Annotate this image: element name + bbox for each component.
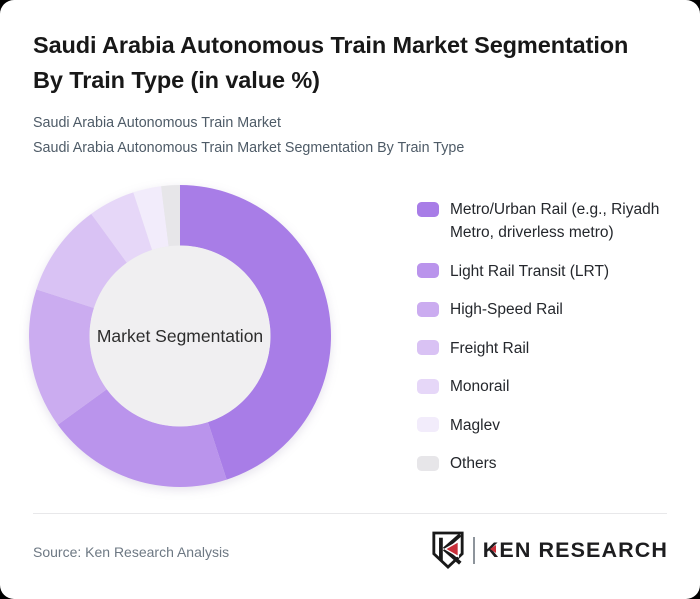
donut-chart bbox=[29, 185, 331, 487]
legend: Metro/Urban Rail (e.g., Riyadh Metro, dr… bbox=[417, 198, 677, 475]
donut-segment[interactable] bbox=[133, 186, 169, 250]
donut-segment[interactable] bbox=[57, 389, 227, 487]
subtitle-line-2: Saudi Arabia Autonomous Train Market Seg… bbox=[33, 140, 465, 156]
page-title: Saudi Arabia Autonomous Train Market Seg… bbox=[33, 28, 683, 97]
legend-swatch bbox=[417, 263, 439, 278]
legend-label: High-Speed Rail bbox=[450, 301, 563, 318]
legend-swatch bbox=[417, 455, 439, 471]
legend-label: Others bbox=[450, 455, 497, 472]
logo-text-wrap: KEN RESEARCH bbox=[483, 538, 668, 563]
donut-segment[interactable] bbox=[161, 185, 180, 247]
ken-research-logo: KEN RESEARCH bbox=[431, 530, 668, 570]
donut-chart-container: Market Segmentation bbox=[29, 185, 331, 487]
donut-segment[interactable] bbox=[29, 289, 107, 425]
legend-label: Freight Rail bbox=[450, 339, 530, 357]
logo-divider bbox=[472, 536, 475, 564]
legend-label: Maglev bbox=[450, 416, 500, 434]
page-title-line-2: By Train Type (in value %) bbox=[33, 66, 320, 93]
legend-swatch bbox=[417, 301, 439, 317]
legend-label: Light Rail Transit (LRT) bbox=[450, 262, 610, 280]
legend-label: Metro/Urban Rail (e.g., Riyadh Metro, dr… bbox=[450, 201, 660, 241]
legend-swatch bbox=[417, 378, 439, 394]
legend-swatch bbox=[417, 201, 439, 217]
footer-divider bbox=[33, 513, 667, 514]
subtitle-line-1: Saudi Arabia Autonomous Train Market bbox=[33, 115, 281, 131]
legend-item[interactable]: High-Speed Rail bbox=[417, 298, 677, 321]
donut-segment[interactable] bbox=[91, 192, 153, 263]
donut-segment[interactable] bbox=[180, 185, 331, 480]
donut-segment[interactable] bbox=[36, 213, 127, 309]
legend-item[interactable]: Metro/Urban Rail (e.g., Riyadh Metro, dr… bbox=[417, 198, 677, 244]
ken-research-shield-icon bbox=[432, 531, 464, 569]
legend-item[interactable]: Maglev bbox=[417, 414, 677, 437]
legend-item[interactable]: Monorail bbox=[417, 375, 677, 398]
legend-swatch bbox=[417, 417, 439, 432]
legend-item[interactable]: Others bbox=[417, 452, 677, 475]
source-text: Source: Ken Research Analysis bbox=[33, 544, 230, 560]
donut-hole bbox=[89, 245, 271, 427]
legend-label: Monorail bbox=[450, 378, 510, 395]
page-title-line-1: Saudi Arabia Autonomous Train Market Seg… bbox=[33, 32, 629, 58]
legend-swatch bbox=[417, 340, 439, 355]
legend-item[interactable]: Freight Rail bbox=[417, 337, 677, 360]
legend-item[interactable]: Light Rail Transit (LRT) bbox=[417, 260, 677, 283]
logo-text: KEN RESEARCH bbox=[482, 537, 668, 562]
logo-k-red-triangle-icon bbox=[489, 545, 496, 553]
donut-segments bbox=[29, 185, 331, 487]
